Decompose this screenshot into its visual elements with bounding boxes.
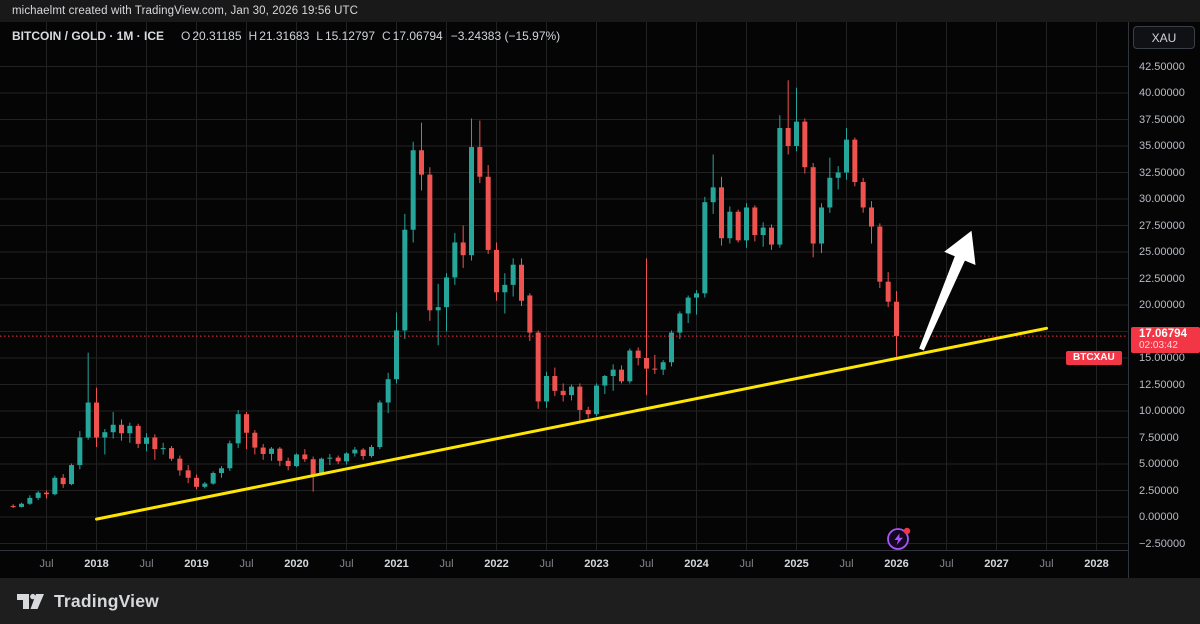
open-value: 20.31185 [192,29,242,43]
symbol-title[interactable]: BITCOIN / GOLD · 1M · ICE [12,29,164,43]
attribution-bar: michaelmt created with TradingView.com, … [0,0,1200,22]
time-tick-month: Jul [339,558,354,570]
high-label: H [248,29,258,43]
grid-layer [0,22,1128,550]
time-tick-year: 2018 [84,558,109,570]
notification-dot [903,527,911,535]
time-tick-month: Jul [639,558,654,570]
time-tick-year: 2025 [784,558,809,570]
price-tick-label: 27.50000 [1139,219,1185,232]
bar-countdown: 02:03:42 [1139,340,1178,352]
time-tick-year: 2024 [684,558,709,570]
time-tick-year: 2027 [984,558,1009,570]
price-tick-label: 40.00000 [1139,87,1185,99]
price-tick-label: 37.50000 [1139,113,1185,126]
time-tick-year: 2020 [284,558,309,570]
time-axis[interactable]: Jul 2018 Jul 2019 Jul 2020 Jul 2021 Jul 2022 Jul 20… [0,550,1200,578]
time-tick-month: Jul [139,558,154,570]
change-value: −3.24383 (−15.97%) [450,29,561,43]
time-tick-month: Jul [539,558,554,570]
low-value: 15.12797 [324,29,375,43]
price-tick-label: 32.50000 [1139,166,1185,179]
tradingview-brand-text[interactable]: TradingView [54,590,159,611]
price-tick-label: 20.00000 [1139,299,1185,311]
price-tick-label: 10.00000 [1139,405,1185,417]
open-label: O [181,29,191,43]
time-tick-year: 2023 [584,558,609,570]
high-value: 21.31683 [259,29,310,43]
price-tick-label: 22.50000 [1139,272,1185,285]
price-tick-label: 30.00000 [1139,193,1185,205]
time-tick-year: 2026 [884,558,909,570]
time-tick-year: 2022 [484,558,509,570]
candles-layer [10,80,899,508]
chart-region: BITCOIN / GOLD · 1M · ICE O 20.31185 H 21.31… [0,22,1200,578]
time-tick-year: 2019 [184,558,209,570]
price-tick-label: −2.50000 [1139,537,1186,550]
arrow-drawing[interactable] [919,230,976,351]
price-tick-label: 5.00000 [1139,458,1179,470]
attribution-text: michaelmt created with TradingView.com, … [12,5,359,17]
close-value: 17.06794 [392,29,443,43]
price-axis[interactable]: XAU 42.50000 40.00000 37.50000 35.00000 32.5… [1128,22,1200,578]
time-tick-month: Jul [1039,558,1054,570]
close-label: C [382,29,391,43]
price-tick-label: 15.00000 [1139,352,1185,364]
events-lightning-button[interactable] [884,524,914,554]
price-line-symbol-tag: BTCXAU [1066,351,1122,366]
time-tick-month: Jul [739,558,754,570]
price-tick-label: 35.00000 [1139,140,1185,152]
price-tick-label: 12.50000 [1139,378,1185,391]
price-tick-label: 25.00000 [1139,246,1185,258]
low-label: L [316,29,323,43]
current-price-label: 17.06794 02:03:42 [1131,327,1200,354]
time-tick-year: 2028 [1084,558,1109,570]
tradingview-logo-icon[interactable] [16,588,46,614]
price-tick-label: 7.50000 [1139,431,1179,444]
currency-unit-button[interactable]: XAU [1133,26,1195,49]
time-tick-month: Jul [939,558,954,570]
time-tick-month: Jul [239,558,254,570]
time-tick-month: Jul [39,558,54,570]
price-tick-label: 2.50000 [1139,484,1179,497]
time-tick-month: Jul [839,558,854,570]
chart-canvas[interactable] [0,22,1128,578]
time-tick-year: 2021 [384,558,409,570]
current-price-value: 17.06794 [1139,328,1187,341]
footer-bar: TradingView [0,578,1200,624]
trendline-drawing[interactable] [95,326,1048,521]
time-tick-month: Jul [439,558,454,570]
price-tick-label: 0.00000 [1139,511,1179,523]
price-tick-label: 42.50000 [1139,60,1185,73]
symbol-legend: BITCOIN / GOLD · 1M · ICE O 20.31185 H 21.31… [12,29,560,43]
lightning-bolt-icon [894,533,903,545]
